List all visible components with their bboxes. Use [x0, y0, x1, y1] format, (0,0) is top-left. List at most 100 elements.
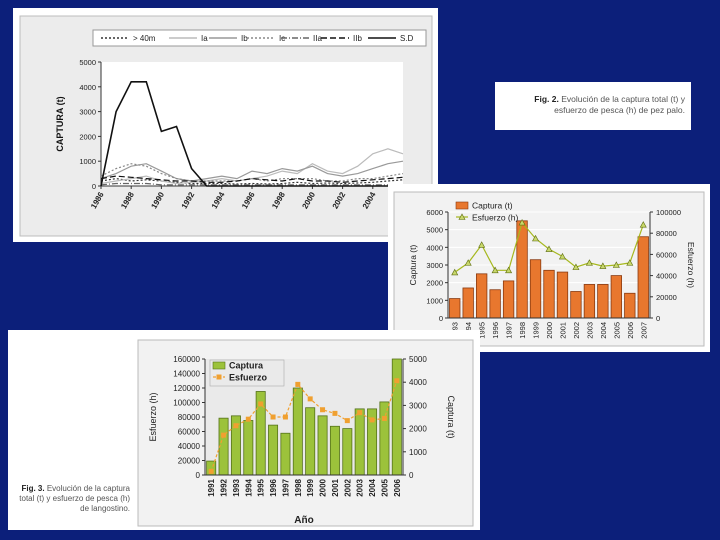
chart2-bar-2002	[570, 291, 582, 319]
chart3-legend-line-label: Esfuerzo	[229, 373, 268, 383]
chart3-bar-1994	[243, 420, 254, 476]
chart3-point-1996	[270, 414, 276, 420]
chart3-xtick-label: 1991	[207, 478, 216, 496]
chart2-point-1995	[478, 241, 486, 248]
chart3-bar-2006	[391, 358, 402, 476]
chart2-ytick-left-label: 4000	[426, 243, 443, 252]
bar-line-chart-orange: 0100020003000400050006000020000400006000…	[393, 191, 705, 347]
chart3-point-1997	[282, 414, 288, 420]
chart3-xtick-label: 2003	[356, 478, 365, 496]
chart3-ytick-right-label: 1000	[409, 448, 427, 457]
chart3-xtick-label: 1996	[269, 478, 278, 496]
chart2-point-2000	[545, 245, 553, 252]
chart3-ytick-right-label: 3000	[409, 401, 427, 410]
chart3-bar-2005	[379, 401, 390, 476]
chart3-point-2003	[357, 410, 363, 416]
chart2-point-1998	[518, 218, 526, 226]
chart3-xlabel: Año	[294, 515, 313, 526]
chart3-xtick-label: 1994	[244, 478, 253, 496]
panel-line-chart: > 40mIaIbIcIIaIIbS.D01000200030004000500…	[13, 8, 438, 242]
chart2-bar-1997	[502, 280, 515, 319]
chart2-point-2002	[572, 263, 580, 270]
fig2-caption: Fig. 2. Evolución de la captura total (t…	[517, 94, 685, 115]
chart2-legend-bar-swatch	[455, 201, 469, 210]
chart3-bar-1992	[218, 417, 229, 476]
chart3-point-2001	[332, 410, 338, 416]
chart2-ytick-right-label: 60000	[656, 250, 677, 259]
chart2-point-2001	[558, 252, 566, 260]
chart2-point-1994	[464, 259, 472, 266]
chart2-xtick-label: 1998	[518, 322, 527, 339]
fig3-text: Evolución de la captura total (t) y esfu…	[19, 484, 130, 513]
chart1-ytick-label: 1000	[79, 157, 96, 166]
chart3-legend: Captura Esfuerzo	[209, 359, 285, 387]
chart3-xtick-label: 1998	[294, 478, 303, 496]
chart2-bar-2003	[583, 284, 596, 319]
chart2-point-1999	[532, 234, 540, 242]
chart1-legend-label-2: Ib	[241, 34, 248, 43]
chart2-xtick-label: 2006	[626, 322, 635, 339]
chart2-ylabel-right: Esfuerzo (h)	[686, 242, 696, 288]
chart1-series-line-5	[100, 175, 404, 183]
chart2-bar-2004	[597, 284, 609, 319]
chart3-bar-2002	[342, 428, 353, 476]
chart2-xtick-label: 2004	[599, 322, 608, 339]
chart3-bar-1996	[268, 424, 279, 476]
chart2-ytick-left-label: 3000	[426, 261, 443, 270]
chart3-ytick-left-label: 160000	[173, 355, 200, 364]
panel-bar-chart-orange: 0 1000 2000 3000 4000 5000 6000 0 20000 40000 6000…	[388, 184, 710, 352]
chart2-xtick-label: 1996	[491, 322, 500, 339]
chart3-point-1991	[208, 468, 214, 474]
chart3-ytick-left-label: 100000	[173, 399, 200, 408]
chart1-ylabel: CAPTURA (t)	[55, 96, 65, 151]
chart1-series-line-6	[100, 81, 403, 187]
chart1-legend-label-0: > 40m	[133, 34, 156, 43]
chart2-ytick-right-label: 40000	[656, 272, 677, 281]
line-chart: > 40mIaIbIcIIaIIbS.D01000200030004000500…	[19, 15, 433, 237]
chart3-ytick-left-label: 0	[196, 471, 201, 480]
chart3-xtick-label: 1993	[232, 478, 241, 496]
chart3-point-1994	[245, 416, 251, 422]
chart2-bar-1999	[529, 259, 542, 319]
chart2-xtick-label: 1997	[505, 322, 514, 339]
chart2-bar-2001	[556, 271, 569, 319]
chart2-ytick-right-label: 100000	[656, 208, 681, 217]
panel-fig2-caption: Fig. 2. Evolución de la captura total (t…	[495, 82, 691, 130]
chart3-ytick-left-label: 40000	[178, 442, 201, 451]
panel-bar-chart-green: 0 20000 40000 60000 80000 100000 120000 140000 1…	[8, 330, 480, 530]
bar-line-chart-green: 0200004000060000800001000001200001400001…	[137, 339, 474, 527]
chart3-point-2006	[394, 378, 400, 384]
chart3-point-1992	[221, 432, 227, 438]
chart3-ylabel-right: Captura (t)	[446, 395, 456, 438]
chart2-point-2003	[585, 259, 593, 266]
chart2-ylabel-left: Captura (t)	[408, 245, 418, 286]
chart3-xtick-label: 2000	[319, 478, 328, 496]
chart2-xtick-label: 2005	[612, 322, 621, 339]
chart3-ytick-left-label: 60000	[178, 428, 201, 437]
chart3-bar-2001	[329, 425, 340, 476]
chart2-xtick-label: 2000	[545, 322, 554, 339]
chart2-ytick-right-label: 0	[656, 314, 660, 323]
chart1-ytick-label: 3000	[79, 108, 96, 117]
chart3-xtick-label: 1995	[257, 478, 266, 496]
chart3-ytick-left-label: 20000	[178, 457, 201, 466]
chart3-point-2005	[381, 415, 387, 421]
chart3-xtick-label: 1992	[220, 478, 229, 496]
chart1-legend-label-6: S.D	[400, 34, 414, 43]
chart2-ytick-left-label: 6000	[426, 208, 443, 217]
chart3-point-2000	[320, 407, 326, 413]
fig2-text: Evolución de la captura total (t) y esfu…	[554, 94, 685, 115]
chart1-legend-label-5: IIb	[353, 34, 362, 43]
chart2-legend: Captura (t) Esfuerzo (h)	[455, 201, 518, 223]
chart2-bar-1993	[449, 298, 461, 319]
chart3-bar-1998	[292, 387, 303, 476]
chart3-point-2004	[369, 417, 375, 423]
chart1-legend-label-1: Ia	[201, 34, 208, 43]
chart3-xtick-label: 1997	[281, 478, 290, 496]
chart2-xtick-label: 2003	[585, 322, 594, 339]
chart3-ytick-right-label: 5000	[409, 355, 427, 364]
chart3-xtick-label: 2002	[343, 478, 352, 496]
chart2-xtick-label: 2007	[639, 322, 648, 339]
fig2-label: Fig. 2.	[534, 94, 559, 104]
chart3-ylabel-left: Esfuerzo (h)	[148, 392, 158, 441]
